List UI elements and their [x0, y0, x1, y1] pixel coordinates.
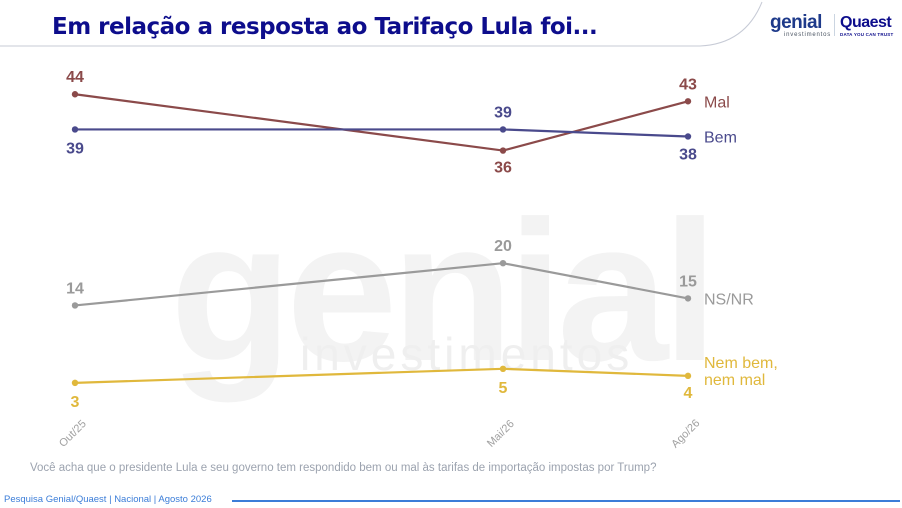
data-point-mal	[71, 91, 79, 98]
series-line-nem-bem-nem-mal	[74, 367, 689, 384]
data-label-nem-bem-nem-mal: 5	[499, 380, 508, 397]
data-label-bem: 39	[66, 140, 84, 157]
logo-divider	[834, 14, 835, 36]
quaest-logo-tagline: DATA YOU CAN TRUST	[840, 32, 894, 37]
series-name-label-mal: Mal	[704, 94, 730, 111]
series-name-label-ns-nr: NS/NR	[704, 291, 754, 308]
genial-logo: genial investimentos	[770, 12, 832, 39]
data-label-bem: 39	[494, 104, 512, 121]
data-point-nem-bem-nem-mal	[71, 379, 79, 387]
data-point-nem-bem-nem-mal	[684, 372, 692, 380]
series-nem-bem-nem-mal: 3 5 4 Nem bem,nem mal	[71, 355, 778, 411]
series-line-ns-nr	[74, 262, 689, 307]
data-point-bem	[71, 126, 79, 133]
data-point-bem	[684, 133, 692, 140]
data-label-bem: 38	[679, 146, 697, 163]
data-point-ns-nr	[684, 295, 692, 302]
series-ns-nr: 14 20 15 NS/NR	[66, 238, 754, 309]
data-label-nem-bem-nem-mal: 3	[71, 394, 80, 411]
data-point-ns-nr	[71, 302, 79, 309]
quaest-logo: Quaest DATA YOU CAN TRUST	[840, 14, 893, 38]
data-point-mal	[684, 98, 692, 105]
data-label-ns-nr: 15	[679, 273, 697, 290]
x-tick-label: Ago/26	[669, 417, 702, 450]
x-tick-label: Out/25	[57, 418, 89, 450]
data-point-mal	[499, 147, 507, 154]
data-point-nem-bem-nem-mal	[499, 365, 507, 372]
series-line-mal	[74, 93, 689, 152]
footer-source: Pesquisa Genial/Quaest | Nacional | Agos…	[4, 494, 212, 505]
data-point-bem	[499, 126, 507, 133]
series-bem: 39 39 38 Bem	[66, 104, 737, 163]
series-mal: 44 36 43 Mal	[66, 69, 730, 176]
genial-logo-subtext: investimentos	[784, 32, 832, 38]
series-name-label-nem-bem-nem-mal: nem mal	[704, 372, 765, 389]
data-point-ns-nr	[499, 260, 507, 267]
genial-logo-text: genial	[770, 12, 822, 33]
quaest-logo-text: Quaest	[840, 14, 892, 31]
data-label-nem-bem-nem-mal: 4	[684, 385, 693, 402]
series-name-label-bem: Bem	[704, 129, 737, 146]
data-label-mal: 36	[494, 160, 512, 177]
data-label-mal: 43	[679, 76, 697, 93]
survey-question: Você acha que o presidente Lula e seu go…	[30, 462, 657, 474]
page-title: Em relação a resposta ao Tarifaço Lula f…	[52, 14, 598, 40]
data-label-ns-nr: 20	[494, 238, 512, 255]
x-tick-label: Mai/26	[485, 418, 517, 450]
data-label-mal: 44	[66, 69, 84, 86]
footer-line	[232, 500, 900, 502]
data-label-ns-nr: 14	[66, 280, 84, 297]
series-name-label-nem-bem-nem-mal: Nem bem,	[704, 355, 778, 372]
